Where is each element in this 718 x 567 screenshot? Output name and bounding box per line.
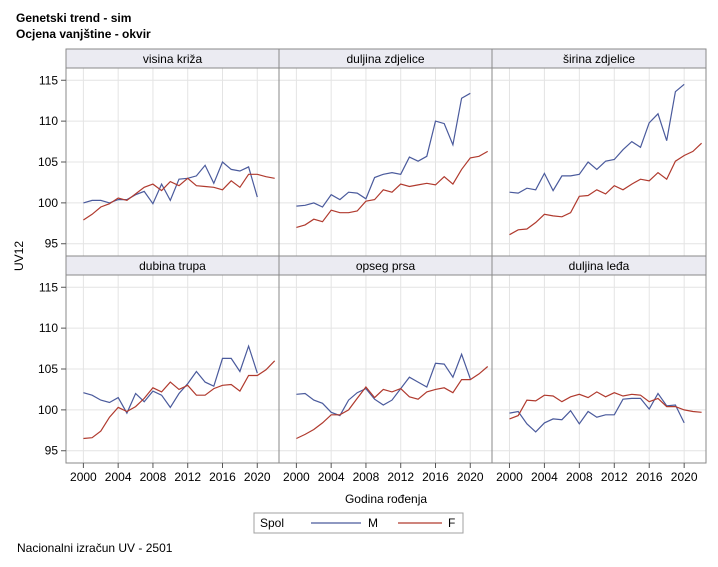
y-axis-label: UV12 (12, 241, 26, 271)
y-tick-label: 95 (45, 444, 59, 458)
x-tick-label: 2012 (601, 470, 628, 484)
panel-title: visina križa (143, 52, 203, 66)
y-tick-label: 95 (45, 237, 59, 251)
legend-label-F: F (448, 516, 455, 530)
x-tick-label: 2020 (244, 470, 271, 484)
x-tick-label: 2016 (422, 470, 449, 484)
series-line-F (296, 150, 488, 228)
y-tick-label: 110 (39, 114, 58, 128)
x-tick-label: 2004 (531, 470, 558, 484)
y-tick-label: 115 (39, 280, 58, 294)
panel-title: dubina trupa (139, 259, 206, 273)
x-tick-label: 2008 (353, 470, 380, 484)
series-line-F (509, 391, 702, 420)
x-tick-label: 2016 (209, 470, 236, 484)
x-tick-label: 2008 (566, 470, 593, 484)
panel-title: duljina leđa (569, 259, 630, 273)
x-tick-label: 2000 (70, 470, 97, 484)
legend-label-M: M (368, 516, 378, 530)
panel-title: opseg prsa (356, 259, 416, 273)
panel-frame (491, 274, 707, 464)
x-tick-label: 2000 (496, 470, 523, 484)
x-tick-label: 2008 (140, 470, 167, 484)
x-tick-label: 2000 (283, 470, 310, 484)
y-tick-label: 105 (38, 155, 58, 169)
series-line-M (83, 344, 258, 415)
x-tick-label: 2004 (105, 470, 132, 484)
series-line-M (509, 392, 685, 433)
panel-title: duljina zdjelice (346, 52, 424, 66)
series-line-F (296, 366, 489, 440)
chart-title: Genetski trend - sim (16, 11, 132, 25)
y-tick-label: 110 (39, 321, 58, 335)
legend-title: Spol (260, 516, 284, 530)
x-tick-label: 2012 (387, 470, 414, 484)
x-tick-label: 2020 (671, 470, 698, 484)
x-tick-label: 2004 (318, 470, 345, 484)
series-line-F (509, 142, 703, 236)
series-line-M (296, 92, 471, 208)
y-tick-label: 100 (38, 196, 58, 210)
series-line-M (296, 352, 471, 417)
x-tick-label: 2016 (636, 470, 663, 484)
footnote: Nacionalni izračun UV - 2501 (17, 541, 173, 555)
panel-title: širina zdjelice (563, 52, 635, 66)
series-line-F (83, 360, 276, 440)
x-axis-label: Godina rođenja (345, 492, 427, 506)
y-tick-label: 115 (39, 73, 58, 87)
x-tick-label: 2020 (457, 470, 484, 484)
series-line-M (509, 83, 685, 194)
chart-subtitle: Ocjena vanjštine - okvir (16, 27, 151, 41)
series-line-F (83, 173, 275, 221)
x-tick-label: 2012 (174, 470, 201, 484)
y-tick-label: 100 (38, 403, 58, 417)
y-tick-label: 105 (38, 362, 58, 376)
